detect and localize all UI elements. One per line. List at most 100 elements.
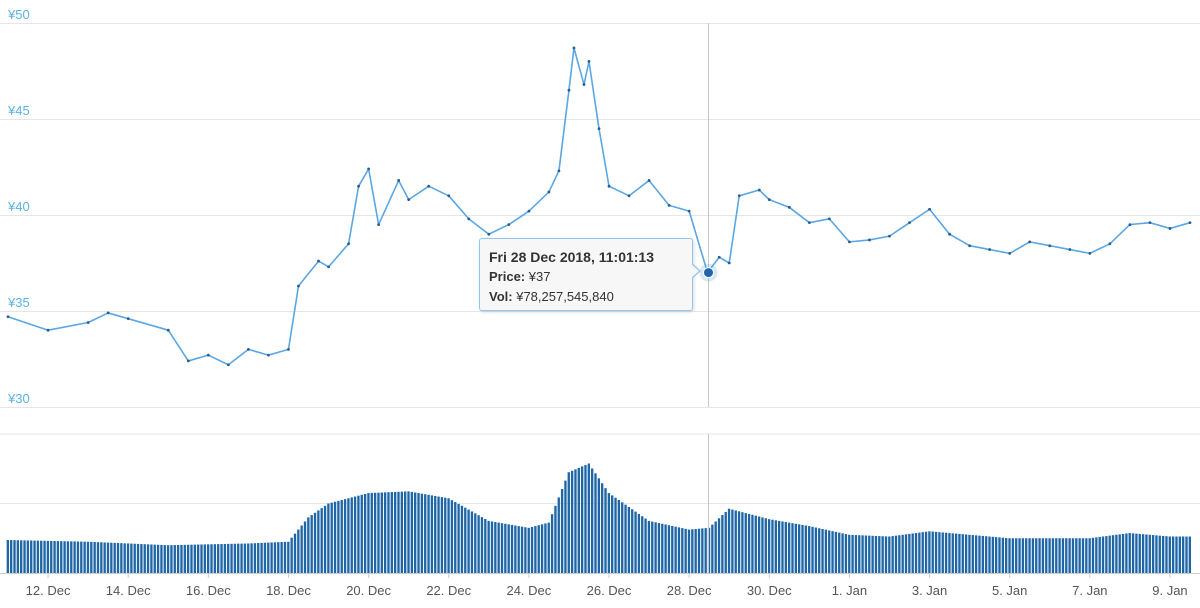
volume-bar <box>647 520 651 574</box>
volume-bar <box>1045 538 1048 573</box>
volume-bar <box>514 525 517 573</box>
volume-bar <box>931 531 934 573</box>
price-point <box>467 217 471 221</box>
price-point <box>447 194 451 198</box>
volume-bar <box>621 502 624 573</box>
volume-bar <box>781 521 784 573</box>
volume-bar <box>1078 538 1081 573</box>
volume-bar <box>1145 534 1148 573</box>
volume-bar <box>757 516 761 573</box>
volume-bar <box>217 544 220 573</box>
volume-bar <box>136 543 140 573</box>
volume-bar <box>1101 536 1105 573</box>
volume-bar <box>196 544 200 573</box>
volume-bar <box>457 503 460 573</box>
volume-bar <box>176 544 180 573</box>
volume-bar <box>260 542 263 573</box>
volume-bar <box>941 532 944 573</box>
volume-bar <box>320 508 323 573</box>
volume-bar <box>831 531 834 573</box>
price-point <box>547 190 551 194</box>
volume-bar <box>811 526 814 573</box>
tooltip-price-value: ¥37 <box>528 269 551 284</box>
x-tick-label: 9. Jan <box>1152 583 1187 598</box>
price-point <box>1088 252 1092 255</box>
volume-bar <box>1128 533 1131 573</box>
volume-bar <box>1148 534 1151 573</box>
volume-bar <box>704 528 707 573</box>
volume-bar <box>854 535 858 573</box>
volume-bar <box>801 524 804 573</box>
price-point <box>106 311 110 315</box>
volume-bar <box>944 532 948 573</box>
volume-bar <box>1115 534 1118 573</box>
price-point <box>1108 242 1112 246</box>
volume-bar <box>327 503 330 573</box>
volume-bar <box>958 533 961 573</box>
volume-bar <box>80 541 83 573</box>
volume-bar <box>891 536 894 573</box>
price-point <box>1188 221 1192 225</box>
volume-bar <box>317 510 320 573</box>
price-point <box>186 359 190 363</box>
volume-bar <box>377 492 380 573</box>
volume-bar <box>484 518 487 573</box>
volume-bar <box>450 500 454 573</box>
volume-bar <box>1038 538 1041 573</box>
volume-bar <box>230 543 233 573</box>
volume-bar <box>50 540 53 573</box>
volume-bar <box>287 541 290 573</box>
volume-bar <box>150 544 153 573</box>
volume-bar <box>490 521 494 573</box>
volume-bar <box>644 518 647 573</box>
price-point <box>86 321 90 324</box>
price-point <box>1008 252 1012 255</box>
volume-bar <box>63 541 66 573</box>
volume-bar <box>721 515 724 573</box>
volume-bar <box>1071 538 1075 573</box>
volume-bar <box>554 505 557 573</box>
volume-bar <box>30 540 33 573</box>
volume-bar <box>928 531 931 573</box>
volume-bar <box>263 542 267 573</box>
volume-bar <box>527 527 530 573</box>
volume-bar <box>898 535 901 573</box>
volume-bar <box>237 543 240 573</box>
volume-bar <box>791 523 794 573</box>
volume-bar <box>16 540 20 573</box>
volume-bar <box>557 497 560 573</box>
price-point <box>367 167 371 171</box>
volume-bar <box>170 545 173 573</box>
volume-bars <box>6 463 1191 574</box>
volume-bar <box>584 464 587 573</box>
y-tick-label: ¥50 <box>7 7 30 22</box>
volume-bar <box>36 540 40 573</box>
volume-bar <box>270 542 273 573</box>
volume-bar <box>560 489 564 573</box>
x-tick-label: 24. Dec <box>506 583 551 598</box>
tooltip-arrow-inner <box>691 264 699 278</box>
volume-bar <box>995 537 998 573</box>
volume-bar <box>988 536 991 573</box>
volume-bar <box>924 531 928 573</box>
volume-bar <box>824 529 828 573</box>
volume-bar <box>303 521 307 573</box>
volume-bar <box>1068 538 1071 573</box>
price-point <box>888 234 891 238</box>
volume-bar <box>687 529 691 573</box>
x-tick-label: 12. Dec <box>26 583 71 598</box>
volume-bar <box>774 520 777 573</box>
x-tick-label: 7. Jan <box>1072 583 1107 598</box>
volume-bar <box>540 524 544 573</box>
volume-bar <box>90 541 93 573</box>
volume-bar <box>460 505 464 573</box>
price-point <box>807 221 811 225</box>
price-point <box>46 328 50 332</box>
price-point <box>397 179 401 182</box>
volume-bar <box>871 535 874 573</box>
volume-bar <box>1091 537 1095 573</box>
price-point <box>1128 223 1132 227</box>
volume-bar <box>43 540 46 573</box>
